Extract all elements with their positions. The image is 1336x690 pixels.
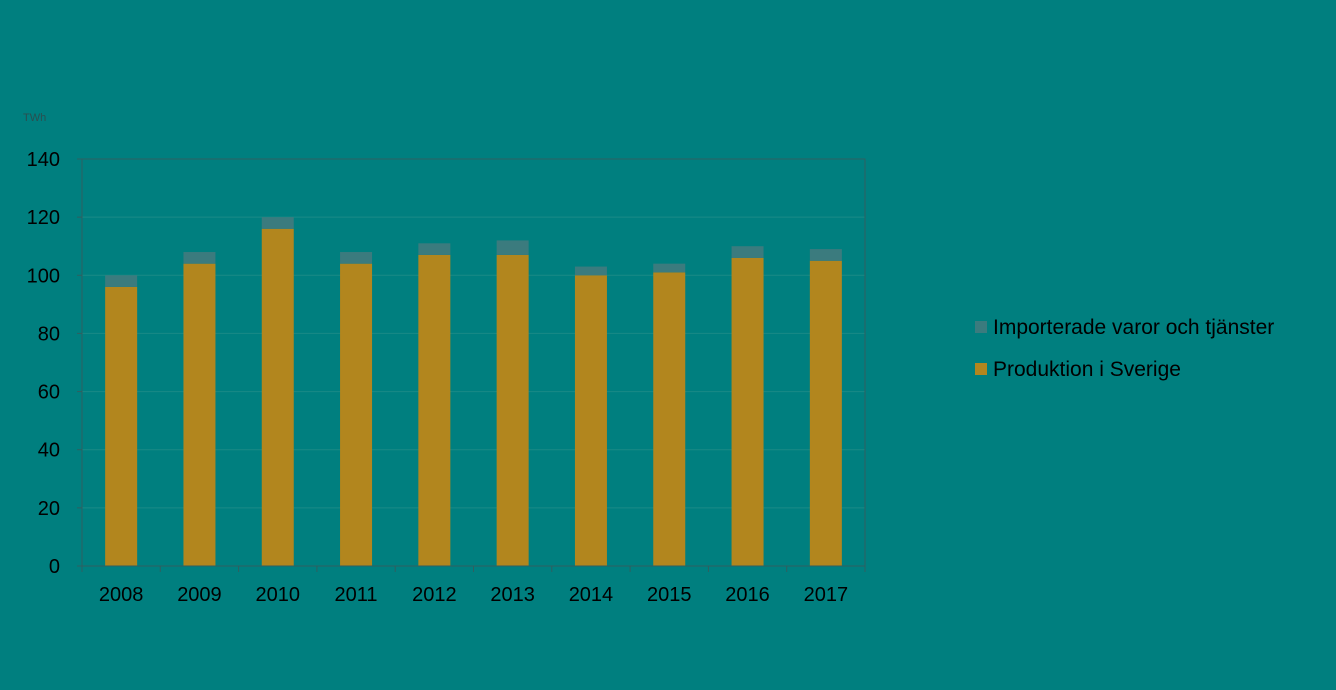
- bar-segment: [183, 252, 216, 264]
- bar-segment: [261, 228, 294, 566]
- unit-label: TWh: [23, 112, 46, 124]
- bar-segment: [574, 275, 607, 566]
- x-tick-label: 2014: [569, 584, 614, 606]
- bar-segment: [809, 249, 842, 261]
- x-tick-label: 2010: [256, 584, 301, 606]
- y-tick-label: 120: [27, 207, 60, 229]
- bar-segment: [418, 243, 451, 255]
- bar-segment: [809, 260, 842, 566]
- y-tick-label: 20: [38, 498, 60, 520]
- legend: Importerade varor och tjänster Produktion…: [975, 316, 1274, 381]
- bar-segment: [340, 263, 373, 566]
- x-tick-label: 2015: [647, 584, 692, 606]
- x-tick-label: 2009: [177, 584, 222, 606]
- bar-segment: [418, 254, 451, 566]
- legend-label: Produktion i Sverige: [993, 358, 1181, 381]
- x-axis-tick-labels: 2008 2009 2010 2011 2012 2013 2014 2015 2016 2017: [99, 584, 848, 606]
- x-tick-label: 2016: [725, 584, 770, 606]
- y-tick-label: 60: [38, 382, 60, 404]
- legend-swatch: [975, 363, 987, 375]
- y-tick-label: 80: [38, 323, 60, 345]
- bar-segment: [496, 254, 529, 566]
- bar-segment: [183, 263, 216, 566]
- bar-segment: [340, 252, 373, 264]
- axes: [77, 158, 866, 572]
- legend-label: Importerade varor och tjänster: [993, 316, 1274, 339]
- legend-swatch: [975, 321, 987, 333]
- bar-segment: [105, 275, 138, 287]
- y-tick-label: 40: [38, 440, 60, 462]
- x-tick-label: 2017: [804, 584, 849, 606]
- y-tick-label: 0: [49, 556, 60, 578]
- y-axis-tick-labels: 0 20 40 60 80 100 120 140: [27, 149, 60, 578]
- x-tick-label: 2011: [335, 584, 378, 606]
- bar-segment: [653, 272, 686, 566]
- bar-segment: [261, 217, 294, 229]
- bars: [105, 217, 842, 566]
- bar-segment: [574, 266, 607, 276]
- bar-segment: [105, 286, 138, 566]
- x-tick-label: 2012: [412, 584, 457, 606]
- bar-segment: [496, 240, 529, 255]
- y-tick-label: 100: [27, 265, 60, 287]
- x-tick-label: 2008: [99, 584, 144, 606]
- x-tick-label: 2013: [490, 584, 535, 606]
- bar-segment: [731, 246, 764, 258]
- bar-segment: [731, 257, 764, 566]
- bar-segment: [653, 263, 686, 273]
- y-tick-label: 140: [27, 149, 60, 171]
